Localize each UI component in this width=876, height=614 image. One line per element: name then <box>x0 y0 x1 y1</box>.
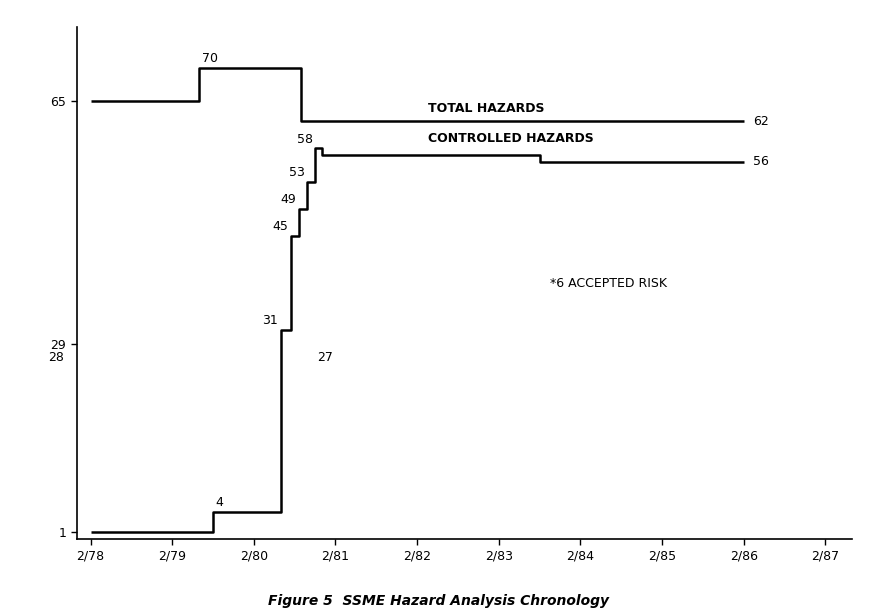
Text: 56: 56 <box>752 155 768 168</box>
Text: 62: 62 <box>752 115 768 128</box>
Text: 53: 53 <box>288 166 305 179</box>
Text: 28: 28 <box>48 351 65 363</box>
Text: 31: 31 <box>263 314 279 327</box>
Text: TOTAL HAZARDS: TOTAL HAZARDS <box>427 101 544 115</box>
Text: Figure 5  SSME Hazard Analysis Chronology: Figure 5 SSME Hazard Analysis Chronology <box>267 594 609 608</box>
Text: 27: 27 <box>317 351 334 363</box>
Text: 49: 49 <box>280 193 296 206</box>
Text: 45: 45 <box>272 220 288 233</box>
Text: *6 ACCEPTED RISK: *6 ACCEPTED RISK <box>550 276 668 290</box>
Text: 58: 58 <box>297 133 313 146</box>
Text: 70: 70 <box>201 52 217 65</box>
Text: 4: 4 <box>215 496 223 509</box>
Text: CONTROLLED HAZARDS: CONTROLLED HAZARDS <box>427 132 593 145</box>
